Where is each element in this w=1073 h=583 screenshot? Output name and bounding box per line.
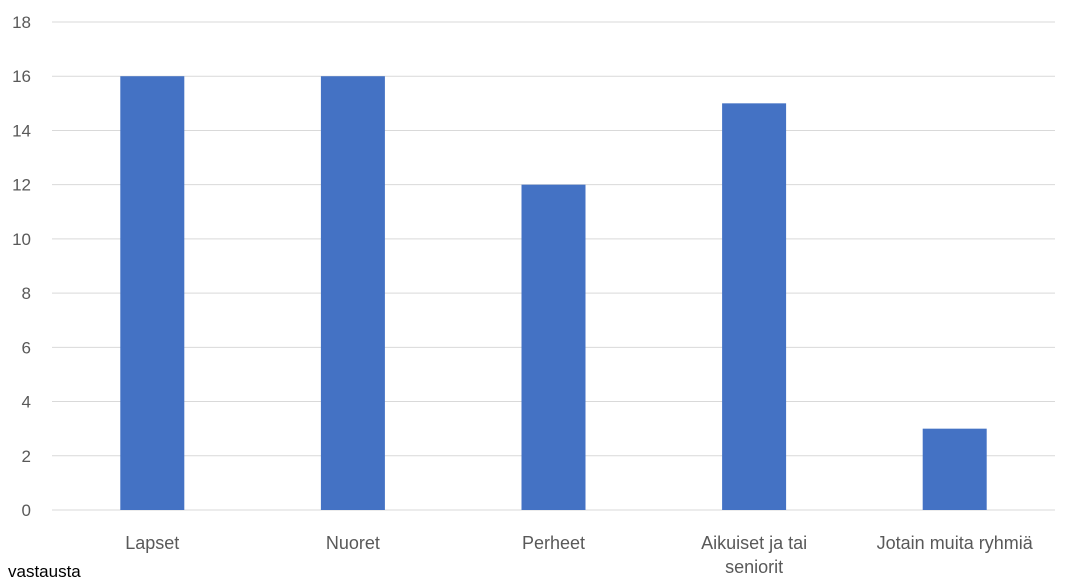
- x-category-label: Nuoret: [326, 533, 380, 553]
- y-axis-tick-labels: 0 2 4 6 8 10 12 14 16 18: [12, 13, 31, 520]
- x-category-label-line: Aikuiset ja tai: [701, 533, 807, 553]
- y-tick-label: 14: [12, 121, 31, 140]
- x-axis-category-labels: Lapset Nuoret Perheet Aikuiset ja tai senior…: [125, 533, 1033, 577]
- x-category-label-line: Perheet: [522, 533, 585, 553]
- x-category-label-line: Jotain muita ryhmiä: [877, 533, 1034, 553]
- bar: [120, 76, 185, 510]
- y-tick-label: 12: [12, 176, 31, 195]
- x-category-label: Jotain muita ryhmiä: [877, 533, 1034, 553]
- y-tick-label: 2: [22, 447, 31, 466]
- bar: [521, 184, 586, 510]
- y-tick-label: 8: [22, 284, 31, 303]
- bar: [722, 103, 787, 510]
- bar: [320, 76, 385, 510]
- y-tick-label: 16: [12, 67, 31, 86]
- y-tick-label: 6: [22, 338, 31, 357]
- x-category-label: Perheet: [522, 533, 585, 553]
- y-tick-label: 10: [12, 230, 31, 249]
- x-category-label-line: seniorit: [725, 557, 783, 577]
- y-axis-unit-label: vastausta: [8, 562, 81, 581]
- x-category-label: Lapset: [125, 533, 179, 553]
- y-tick-label: 0: [22, 501, 31, 520]
- bar: [922, 428, 987, 510]
- x-category-label: Aikuiset ja tai seniorit: [701, 533, 807, 577]
- x-category-label-line: Lapset: [125, 533, 179, 553]
- bars: [120, 76, 987, 510]
- x-category-label-line: Nuoret: [326, 533, 380, 553]
- y-tick-label: 4: [22, 393, 31, 412]
- y-tick-label: 18: [12, 13, 31, 32]
